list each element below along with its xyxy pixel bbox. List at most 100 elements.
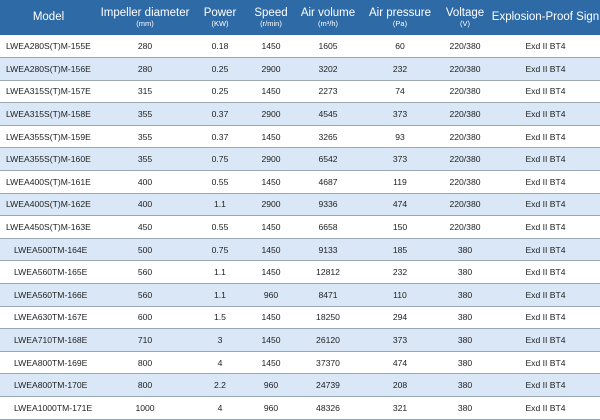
air-pressure-cell: 93 bbox=[361, 125, 439, 149]
voltage-cell: 220/380 bbox=[439, 35, 491, 59]
table-row: LWEA560TM-165E 560 1.1 1450 12812 232 380 Exd I… bbox=[0, 260, 600, 285]
speed-cell: 1450 bbox=[247, 260, 295, 285]
speed-cell: 1450 bbox=[247, 35, 295, 59]
power-cell: 4 bbox=[193, 396, 247, 420]
voltage-cell: 220/380 bbox=[439, 102, 491, 126]
impeller-diameter-cell: 1000 bbox=[97, 396, 193, 420]
table-row: LWEA710TM-168E 710 3 1450 26120 373 380 Exd II … bbox=[0, 328, 600, 352]
power-cell: 3 bbox=[193, 328, 247, 352]
header-air-volume: Air volume (m³/h) bbox=[295, 0, 361, 35]
impeller-diameter-cell: 710 bbox=[97, 328, 193, 352]
table-row: LWEA500TM-164E 500 0.75 1450 9133 185 380 Exd I… bbox=[0, 238, 600, 262]
explosion-proof-sign-cell: Exd II BT4 bbox=[491, 396, 600, 420]
air-pressure-cell: 74 bbox=[361, 80, 439, 104]
air-volume-cell: 1605 bbox=[295, 35, 361, 59]
speed-cell: 1450 bbox=[247, 170, 295, 194]
explosion-proof-sign-cell: Exd II BT4 bbox=[491, 238, 600, 262]
impeller-diameter-cell: 600 bbox=[97, 306, 193, 330]
air-volume-cell: 18250 bbox=[295, 306, 361, 330]
air-pressure-cell: 373 bbox=[361, 147, 439, 172]
header-air-pressure-label: Air pressure bbox=[369, 6, 431, 19]
impeller-diameter-cell: 800 bbox=[97, 373, 193, 397]
table-row: LWEA355S(T)M-160E 355 0.75 2900 6542 373 220/3… bbox=[0, 147, 600, 172]
speed-cell: 960 bbox=[247, 396, 295, 420]
table-row: LWEA800TM-169E 800 4 1450 37370 474 380 Exd II … bbox=[0, 351, 600, 375]
header-speed: Speed (r/min) bbox=[247, 0, 295, 35]
model-cell: LWEA1000TM-171E bbox=[0, 396, 97, 420]
speed-cell: 2900 bbox=[247, 193, 295, 217]
power-cell: 4 bbox=[193, 351, 247, 375]
impeller-diameter-cell: 355 bbox=[97, 147, 193, 172]
speed-cell: 1450 bbox=[247, 125, 295, 149]
air-volume-cell: 26120 bbox=[295, 328, 361, 352]
header-voltage: Voltage (V) bbox=[439, 0, 491, 35]
power-cell: 0.18 bbox=[193, 35, 247, 59]
power-cell: 1.1 bbox=[193, 283, 247, 307]
table-row: LWEA315S(T)M-157E 315 0.25 1450 2273 74 220/38… bbox=[0, 80, 600, 104]
model-cell: LWEA355S(T)M-160E bbox=[0, 147, 97, 172]
power-cell: 0.25 bbox=[193, 80, 247, 104]
explosion-proof-sign-cell: Exd II BT4 bbox=[491, 80, 600, 104]
air-pressure-cell: 373 bbox=[361, 328, 439, 352]
table-row: LWEA450S(T)M-163E 450 0.55 1450 6658 150 220/3… bbox=[0, 215, 600, 239]
header-impeller-diameter: Impeller diameter (mm) bbox=[97, 0, 193, 35]
model-cell: LWEA355S(T)M-159E bbox=[0, 125, 97, 149]
header-speed-label: Speed bbox=[254, 6, 288, 19]
air-volume-cell: 4545 bbox=[295, 102, 361, 126]
air-volume-cell: 24739 bbox=[295, 373, 361, 397]
table-row: LWEA400S(T)M-161E 400 0.55 1450 4687 119 220/3… bbox=[0, 170, 600, 194]
voltage-cell: 220/380 bbox=[439, 80, 491, 104]
air-volume-cell: 48326 bbox=[295, 396, 361, 420]
power-cell: 0.75 bbox=[193, 147, 247, 172]
table-row: LWEA355S(T)M-159E 355 0.37 1450 3265 93 220/38… bbox=[0, 125, 600, 149]
impeller-diameter-cell: 560 bbox=[97, 283, 193, 307]
explosion-proof-sign-cell: Exd II BT4 bbox=[491, 351, 600, 375]
table-row: LWEA800TM-170E 800 2.2 960 24739 208 380 Exd II… bbox=[0, 373, 600, 397]
model-cell: LWEA280S(T)M-156E bbox=[0, 57, 97, 81]
model-cell: LWEA560TM-166E bbox=[0, 283, 97, 307]
speed-cell: 960 bbox=[247, 373, 295, 397]
explosion-proof-sign-cell: Exd II BT4 bbox=[491, 283, 600, 307]
model-cell: LWEA450S(T)M-163E bbox=[0, 215, 97, 239]
explosion-proof-sign-cell: Exd II BT4 bbox=[491, 215, 600, 239]
air-pressure-cell: 321 bbox=[361, 396, 439, 420]
explosion-proof-sign-cell: Exd II BT4 bbox=[491, 147, 600, 172]
air-volume-cell: 9133 bbox=[295, 238, 361, 262]
voltage-cell: 220/380 bbox=[439, 125, 491, 149]
model-cell: LWEA560TM-165E bbox=[0, 260, 97, 285]
header-explosion-proof-sign: Explosion-Proof Sign bbox=[491, 10, 600, 23]
speed-cell: 1450 bbox=[247, 215, 295, 239]
table-row: LWEA280S(T)M-155E 280 0.18 1450 1605 60 220/38… bbox=[0, 35, 600, 59]
voltage-cell: 380 bbox=[439, 396, 491, 420]
impeller-diameter-cell: 800 bbox=[97, 351, 193, 375]
impeller-diameter-cell: 450 bbox=[97, 215, 193, 239]
voltage-cell: 220/380 bbox=[439, 170, 491, 194]
air-pressure-cell: 474 bbox=[361, 193, 439, 217]
voltage-cell: 380 bbox=[439, 351, 491, 375]
header-air-pressure-unit: (Pa) bbox=[392, 19, 408, 28]
header-model: Model bbox=[32, 10, 65, 23]
air-pressure-cell: 208 bbox=[361, 373, 439, 397]
impeller-diameter-cell: 315 bbox=[97, 80, 193, 104]
impeller-diameter-cell: 280 bbox=[97, 35, 193, 59]
power-cell: 0.75 bbox=[193, 238, 247, 262]
air-pressure-cell: 373 bbox=[361, 102, 439, 126]
explosion-proof-sign-cell: Exd II BT4 bbox=[491, 102, 600, 126]
impeller-diameter-cell: 400 bbox=[97, 170, 193, 194]
table-row: LWEA315S(T)M-158E 355 0.37 2900 4545 373 220/3… bbox=[0, 102, 600, 126]
air-volume-cell: 4687 bbox=[295, 170, 361, 194]
header-power-label: Power bbox=[203, 6, 237, 19]
air-volume-cell: 3265 bbox=[295, 125, 361, 149]
table-row: LWEA630TM-167E 600 1.5 1450 18250 294 380 Exd I… bbox=[0, 306, 600, 330]
air-pressure-cell: 232 bbox=[361, 260, 439, 285]
air-volume-cell: 8471 bbox=[295, 283, 361, 307]
speed-cell: 960 bbox=[247, 283, 295, 307]
explosion-proof-sign-cell: Exd II BT4 bbox=[491, 125, 600, 149]
speed-cell: 1450 bbox=[247, 80, 295, 104]
power-cell: 0.55 bbox=[193, 170, 247, 194]
model-cell: LWEA630TM-167E bbox=[0, 306, 97, 330]
air-pressure-cell: 232 bbox=[361, 57, 439, 81]
air-pressure-cell: 150 bbox=[361, 215, 439, 239]
speed-cell: 1450 bbox=[247, 306, 295, 330]
